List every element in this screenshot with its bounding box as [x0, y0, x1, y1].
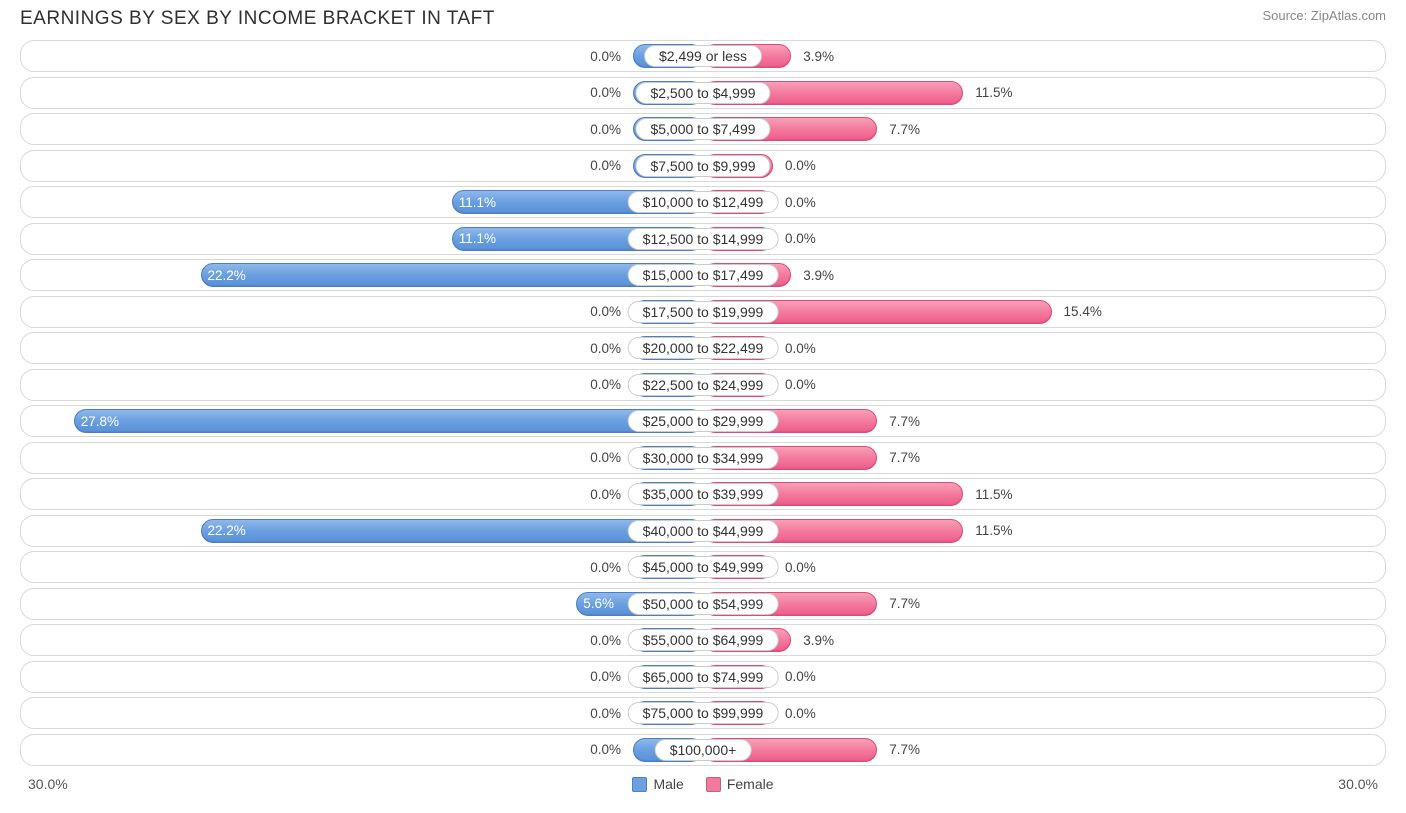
female-value: 0.0% [779, 701, 816, 725]
male-value: 0.0% [590, 44, 627, 68]
female-value: 11.5% [969, 519, 1012, 543]
female-value: 15.4% [1058, 300, 1102, 324]
male-bar [74, 409, 703, 433]
category-label: $50,000 to $54,999 [628, 593, 779, 615]
male-value: 0.0% [590, 446, 627, 470]
male-value: 0.0% [590, 81, 627, 105]
chart-row: 0.0% 3.9% $55,000 to $64,999 [20, 624, 1386, 656]
category-label: $45,000 to $49,999 [628, 556, 779, 578]
male-value: 0.0% [590, 373, 627, 397]
female-value: 7.7% [883, 738, 920, 762]
chart-title: EARNINGS BY SEX BY INCOME BRACKET IN TAF… [20, 8, 495, 30]
male-value: 0.0% [590, 300, 627, 324]
male-value: 0.0% [590, 154, 627, 178]
male-value: 11.1% [459, 190, 496, 214]
chart-row: 11.1% 0.0%$10,000 to $12,499 [20, 186, 1386, 218]
category-label: $20,000 to $22,499 [628, 337, 779, 359]
chart-footer: 30.0% Male Female 30.0% [0, 770, 1406, 792]
chart-row: 0.0% 11.5% $2,500 to $4,999 [20, 77, 1386, 109]
category-label: $2,500 to $4,999 [635, 82, 770, 104]
chart-row: 0.0% 11.5% $35,000 to $39,999 [20, 478, 1386, 510]
chart-row: 0.0% 7.7% $30,000 to $34,999 [20, 442, 1386, 474]
chart-row: 22.2% 11.5% $40,000 to $44,999 [20, 515, 1386, 547]
male-value: 0.0% [590, 738, 627, 762]
category-label: $55,000 to $64,999 [628, 629, 779, 651]
chart-row: 27.8% 7.7% $25,000 to $29,999 [20, 405, 1386, 437]
category-label: $10,000 to $12,499 [628, 191, 779, 213]
category-label: $15,000 to $17,499 [628, 264, 779, 286]
male-value: 27.8% [81, 409, 119, 433]
axis-max-right: 30.0% [1338, 776, 1378, 792]
male-value: 0.0% [590, 665, 627, 689]
category-label: $100,000+ [655, 739, 752, 761]
female-value: 7.7% [883, 117, 920, 141]
legend-swatch [632, 777, 647, 792]
category-label: $17,500 to $19,999 [628, 301, 779, 323]
category-label: $2,499 or less [644, 45, 762, 67]
chart-row: 0.0% 0.0%$65,000 to $74,999 [20, 661, 1386, 693]
legend-item: Female [706, 776, 774, 792]
female-value: 3.9% [797, 628, 834, 652]
category-label: $12,500 to $14,999 [628, 228, 779, 250]
female-value: 11.5% [969, 482, 1012, 506]
chart-row: 0.0% 7.7% $5,000 to $7,499 [20, 113, 1386, 145]
female-value: 0.0% [779, 154, 816, 178]
female-value: 0.0% [779, 665, 816, 689]
category-label: $30,000 to $34,999 [628, 447, 779, 469]
chart-row: 5.6% 7.7% $50,000 to $54,999 [20, 588, 1386, 620]
category-label: $75,000 to $99,999 [628, 702, 779, 724]
chart-row: 0.0% 3.9% $2,499 or less [20, 40, 1386, 72]
chart-row: 0.0% 0.0%$22,500 to $24,999 [20, 369, 1386, 401]
chart-header: EARNINGS BY SEX BY INCOME BRACKET IN TAF… [0, 0, 1406, 40]
female-value: 0.0% [779, 336, 816, 360]
female-value: 3.9% [797, 44, 834, 68]
category-label: $40,000 to $44,999 [628, 520, 779, 542]
chart-row: 0.0% 7.7% $100,000+ [20, 734, 1386, 766]
female-value: 7.7% [883, 592, 920, 616]
male-value: 5.6% [583, 592, 614, 616]
axis-max-left: 30.0% [28, 776, 68, 792]
male-value: 0.0% [590, 482, 627, 506]
legend: Male Female [632, 776, 773, 792]
male-value: 0.0% [590, 336, 627, 360]
chart-body: 0.0% 3.9% $2,499 or less 0.0% 11.5% $2,500 to… [0, 40, 1406, 766]
female-value: 0.0% [779, 373, 816, 397]
female-value: 7.7% [883, 446, 920, 470]
female-value: 0.0% [779, 227, 816, 251]
chart-row: 22.2% 3.9% $15,000 to $17,499 [20, 259, 1386, 291]
female-value: 3.9% [797, 263, 834, 287]
chart-row: 0.0% 15.4% $17,500 to $19,999 [20, 296, 1386, 328]
category-label: $65,000 to $74,999 [628, 666, 779, 688]
male-value: 0.0% [590, 701, 627, 725]
chart-row: 0.0% 0.0%$20,000 to $22,499 [20, 332, 1386, 364]
female-value: 11.5% [969, 81, 1012, 105]
chart-row: 11.1% 0.0%$12,500 to $14,999 [20, 223, 1386, 255]
male-value: 0.0% [590, 117, 627, 141]
chart-row: 0.0% 0.0% $7,500 to $9,999 [20, 150, 1386, 182]
category-label: $7,500 to $9,999 [635, 155, 770, 177]
male-value: 22.2% [208, 263, 246, 287]
legend-item: Male [632, 776, 683, 792]
male-value: 11.1% [459, 227, 496, 251]
legend-label: Male [653, 776, 683, 792]
male-value: 0.0% [590, 555, 627, 579]
female-value: 7.7% [883, 409, 920, 433]
category-label: $5,000 to $7,499 [635, 118, 770, 140]
female-value: 0.0% [779, 190, 816, 214]
category-label: $25,000 to $29,999 [628, 410, 779, 432]
legend-label: Female [727, 776, 774, 792]
chart-row: 0.0% 0.0%$75,000 to $99,999 [20, 697, 1386, 729]
male-value: 22.2% [208, 519, 246, 543]
legend-swatch [706, 777, 721, 792]
chart-row: 0.0% 0.0%$45,000 to $49,999 [20, 551, 1386, 583]
male-value: 0.0% [590, 628, 627, 652]
female-value: 0.0% [779, 555, 816, 579]
chart-source: Source: ZipAtlas.com [1262, 8, 1386, 23]
category-label: $35,000 to $39,999 [628, 483, 779, 505]
category-label: $22,500 to $24,999 [628, 374, 779, 396]
